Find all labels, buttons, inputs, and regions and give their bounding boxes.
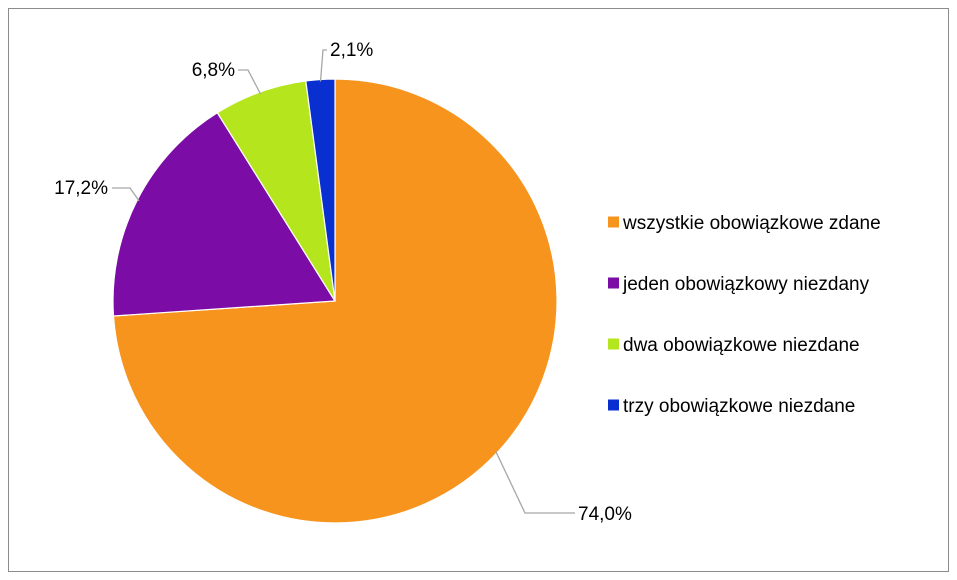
legend-label-two-failed: dwa obowiązkowe niezdane xyxy=(623,335,860,356)
legend-label-three-failed: trzy obowiązkowe niezdane xyxy=(623,396,855,417)
legend: wszystkie obowiązkowe zdane jeden obowiąz… xyxy=(608,213,881,417)
legend-swatch-all-passed xyxy=(608,216,619,228)
legend-swatch-one-failed xyxy=(608,277,619,289)
leader-line-two-failed xyxy=(238,69,262,95)
legend-swatch-two-failed xyxy=(608,338,619,350)
data-label-three-failed: 2,1% xyxy=(330,40,373,61)
legend-label-one-failed: jeden obowiązkowy niezdany xyxy=(622,274,870,295)
pie-slice-one-failed xyxy=(112,111,337,317)
leader-line-one-failed xyxy=(112,187,140,202)
leader-line-all-passed xyxy=(495,450,575,514)
data-label-two-failed: 6,8% xyxy=(192,60,235,81)
data-labels: 74,0% 17,2% 6,8% 2,1% xyxy=(54,40,632,525)
legend-label-all-passed: wszystkie obowiązkowe zdane xyxy=(622,213,881,234)
data-label-one-failed: 17,2% xyxy=(54,178,108,199)
pie-slices xyxy=(112,78,558,524)
legend-swatch-three-failed xyxy=(608,399,619,411)
data-label-all-passed: 74,0% xyxy=(578,504,632,525)
label-leaders xyxy=(112,49,575,514)
leader-line-three-failed xyxy=(319,49,327,82)
